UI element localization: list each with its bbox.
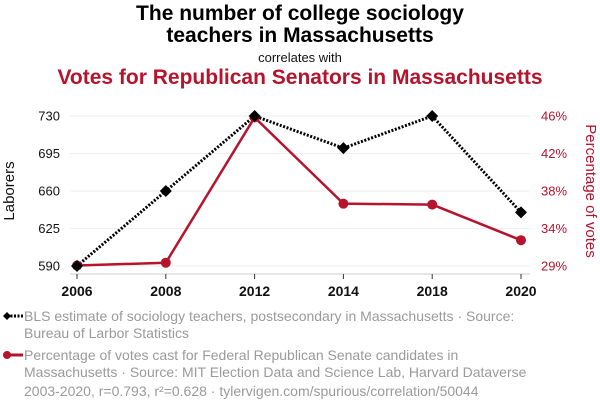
chart-title-secondary: Votes for Republican Senators in Massach… xyxy=(57,66,543,89)
x-tick-label: 2008 xyxy=(150,283,181,299)
legend-label-series1-line2: Bureau of Larbor Statistics xyxy=(24,325,189,341)
legend-item-series2: Percentage of votes cast for Federal Rep… xyxy=(3,347,584,381)
chart-subtitle: correlates with xyxy=(258,50,342,65)
axes: 590 625 660 695 730 29% 34% 38% 42% 46% 2006 2008 20… xyxy=(1,109,599,300)
x-tick-label: 2006 xyxy=(61,283,92,299)
data-point-teachers xyxy=(159,185,172,197)
x-tick-label: 2014 xyxy=(328,283,359,299)
y-tick-label-left: 730 xyxy=(38,109,60,124)
y-tick-label-right: 38% xyxy=(541,184,567,199)
y-tick-label-right: 42% xyxy=(541,146,567,161)
series-line-teachers xyxy=(76,114,523,268)
data-point-votes xyxy=(160,257,171,268)
legend-item-series1: BLS estimate of sociology teachers, post… xyxy=(3,308,584,342)
chart-title: The number of college sociology teachers… xyxy=(0,3,600,47)
y-tick-label-left: 590 xyxy=(38,259,60,274)
y-tick-label-left: 625 xyxy=(38,221,60,236)
y-tick-label-right: 46% xyxy=(541,109,567,124)
legend-label-series2-line2: Massachusetts · Source: MIT Election Dat… xyxy=(24,364,527,380)
x-tick-label: 2012 xyxy=(239,283,270,299)
data-point-votes xyxy=(338,198,349,209)
data-point-teachers xyxy=(248,110,261,122)
series-line-votes xyxy=(76,116,522,267)
data-point-teachers xyxy=(71,260,83,272)
y-axis-title-left: Laborers xyxy=(1,161,18,220)
chart-title-line2: teachers in Massachusetts xyxy=(166,24,434,47)
y-axis-title-right: Percentage of votes xyxy=(582,124,599,257)
footer-citation: 2003-2020, r=0.793, r²=0.628 · tylervige… xyxy=(24,383,479,399)
y-tick-label-right: 34% xyxy=(541,221,567,236)
series-markers xyxy=(71,110,527,272)
legend-label-series2-line1: Percentage of votes cast for Federal Rep… xyxy=(24,347,459,363)
y-tick-label-left: 660 xyxy=(38,184,60,199)
gridlines xyxy=(70,115,530,267)
chart-title-line1: The number of college sociology xyxy=(136,2,464,25)
data-point-votes xyxy=(516,235,526,246)
x-tick-label: 2018 xyxy=(417,283,448,299)
legend-swatch-circle-solid-icon xyxy=(3,351,23,359)
data-point-teachers xyxy=(337,142,350,155)
y-tick-label-right: 29% xyxy=(541,259,567,274)
legend-swatch-diamond-dotted-icon xyxy=(3,312,23,320)
data-point-teachers xyxy=(426,110,439,122)
series-lines xyxy=(76,114,523,268)
data-point-votes xyxy=(427,199,438,210)
x-tick-label: 2020 xyxy=(505,283,536,299)
data-point-teachers xyxy=(515,206,527,219)
y-tick-label-left: 695 xyxy=(38,146,60,161)
legend-label-series1-line1: BLS estimate of sociology teachers, post… xyxy=(24,308,515,324)
